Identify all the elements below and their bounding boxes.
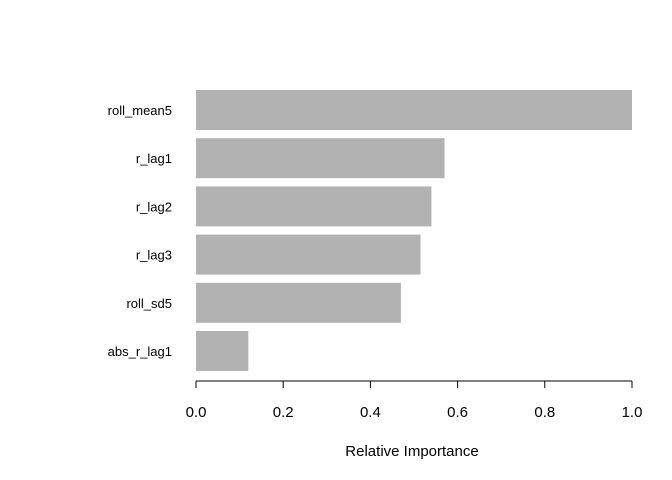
category-label: r_lag3 xyxy=(136,248,172,263)
category-labels: roll_mean5 r_lag1 r_lag2 r_lag3 roll_sd5 abs_… xyxy=(108,103,172,359)
bar-r-lag2 xyxy=(196,186,432,227)
bar-r-lag1 xyxy=(196,138,445,179)
bars-group xyxy=(196,90,632,371)
category-label: roll_sd5 xyxy=(126,296,172,311)
x-tick-label: 1.0 xyxy=(622,404,643,421)
x-ticks: 0.0 0.2 0.4 0.6 0.8 1.0 xyxy=(186,381,643,421)
x-tick-label: 0.0 xyxy=(186,404,207,421)
bar-abs-r-lag1 xyxy=(196,331,249,371)
x-axis: 0.0 0.2 0.4 0.6 0.8 1.0 xyxy=(186,380,643,421)
category-label: r_lag2 xyxy=(136,199,172,214)
bar-r-lag3 xyxy=(196,234,421,275)
category-label: abs_r_lag1 xyxy=(108,344,172,359)
category-label: r_lag1 xyxy=(136,151,172,166)
x-tick-label: 0.8 xyxy=(534,404,555,421)
x-tick-label: 0.2 xyxy=(273,404,294,421)
category-label: roll_mean5 xyxy=(108,103,172,118)
bar-roll-sd5 xyxy=(196,282,401,323)
x-axis-title: Relative Importance xyxy=(345,443,478,460)
x-tick-label: 0.6 xyxy=(447,404,468,421)
bar-roll-mean5 xyxy=(196,90,632,130)
x-tick-label: 0.4 xyxy=(360,404,381,421)
